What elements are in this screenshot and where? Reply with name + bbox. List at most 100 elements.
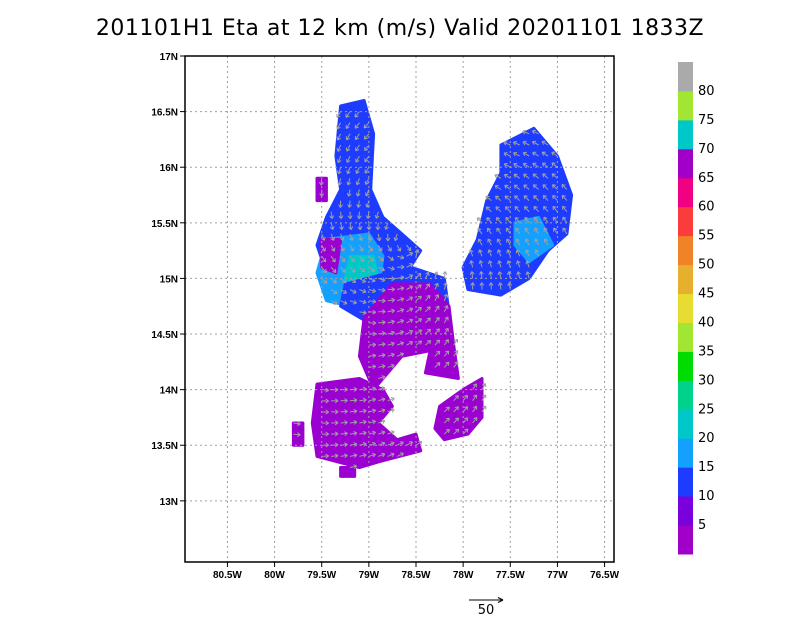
wind-vector: [443, 361, 450, 368]
wind-vector: [561, 194, 568, 201]
wind-vector: [494, 174, 502, 179]
wind-vector: [442, 271, 448, 279]
wind-vector: [378, 419, 386, 425]
wind-vector: [497, 282, 503, 290]
wind-vector: [355, 178, 361, 186]
wind-vector: [479, 282, 485, 290]
wind-vector: [415, 284, 422, 290]
wind-vector: [387, 244, 392, 252]
wind-vector: [406, 274, 414, 279]
reference-vector-label: 50: [478, 603, 495, 618]
wind-vector: [415, 272, 422, 279]
wind-vector: [485, 206, 492, 213]
wind-vector: [378, 364, 386, 369]
wind-vector: [378, 430, 386, 436]
wind-vector: [443, 350, 450, 357]
wind-vector: [476, 217, 483, 224]
wind-vector: [396, 308, 405, 313]
wind-vector: [396, 244, 402, 252]
wind-vector: [359, 255, 365, 262]
wind-vector: [355, 166, 360, 174]
wind-vector: [534, 238, 540, 246]
wind-vector: [406, 341, 414, 346]
colorbar-label: 35: [698, 344, 715, 359]
colorbar-swatch: [678, 148, 693, 179]
wind-vector: [531, 129, 539, 135]
wind-vector: [532, 151, 539, 157]
wind-vector: [415, 440, 423, 446]
wind-vector: [425, 294, 431, 302]
wind-vector: [533, 205, 539, 213]
wind-vector: [486, 227, 492, 235]
wind-vector: [406, 441, 414, 446]
colorbar-label: 60: [698, 200, 715, 215]
wind-vector: [349, 300, 357, 305]
wind-vector: [462, 406, 469, 413]
wind-vector: [486, 217, 492, 224]
colorbar-label: 65: [698, 171, 715, 186]
wind-vector: [397, 275, 405, 281]
wind-vector: [331, 409, 339, 415]
colorbar-swatch: [678, 438, 693, 468]
wind-vector: [487, 238, 492, 246]
wind-vector: [424, 283, 430, 290]
wind-vector: [368, 255, 375, 262]
wind-vector: [453, 417, 460, 424]
wind-vector: [396, 297, 405, 302]
wind-vector: [481, 394, 487, 401]
colorbar-label: 10: [698, 489, 715, 504]
wind-vector: [396, 352, 405, 357]
wind-vector: [378, 452, 386, 458]
wind-vector: [378, 386, 386, 391]
wind-vector: [331, 420, 339, 426]
wind-vector: [339, 222, 344, 230]
wind-vector: [443, 339, 449, 346]
wind-vector: [336, 122, 342, 130]
wind-vector: [338, 200, 343, 208]
wind-vector: [472, 417, 478, 424]
wind-vector: [368, 266, 376, 272]
wind-vector: [396, 286, 405, 291]
wind-vector: [387, 286, 395, 292]
lon-tick-label: 78W: [453, 570, 474, 581]
wind-vector: [339, 233, 345, 241]
colorbar-swatch: [678, 235, 693, 266]
wind-vector: [377, 255, 384, 262]
colorbar-swatch: [678, 264, 693, 295]
wind-vector: [359, 397, 367, 403]
wind-vector: [365, 189, 370, 197]
wind-vector: [346, 155, 351, 163]
wind-vector: [514, 206, 521, 213]
wind-vector: [503, 152, 511, 157]
wind-vector: [542, 195, 549, 201]
colorbar-label: 75: [698, 113, 715, 128]
wind-vector: [434, 339, 441, 346]
wind-vector: [533, 195, 539, 201]
wind-vector: [488, 282, 494, 290]
wind-vector: [340, 431, 348, 437]
lat-tick-label: 13.5N: [151, 441, 178, 452]
wind-vector: [478, 249, 483, 257]
wind-vector: [387, 397, 395, 402]
wind-vector: [368, 320, 377, 326]
wind-vector: [470, 282, 476, 290]
colorbar-label: 25: [698, 402, 715, 417]
wind-vector: [396, 452, 404, 457]
lon-tick-label: 79.5W: [307, 570, 336, 581]
wind-vector: [487, 249, 493, 257]
wind-vector: [340, 300, 348, 305]
colorbar-label: 15: [698, 460, 715, 475]
wind-vector: [378, 266, 385, 272]
wind-vector: [340, 420, 348, 425]
wind-vector: [524, 227, 530, 235]
wind-vector: [330, 266, 337, 273]
wind-vector: [368, 288, 376, 294]
wind-vector: [513, 173, 520, 179]
wind-vector: [495, 206, 502, 213]
colorbar-label: 50: [698, 258, 715, 273]
wind-vector: [495, 195, 502, 201]
wind-vector: [551, 162, 558, 168]
wind-vector: [349, 408, 358, 414]
wind-vector: [396, 319, 405, 324]
wind-vector: [378, 277, 386, 282]
